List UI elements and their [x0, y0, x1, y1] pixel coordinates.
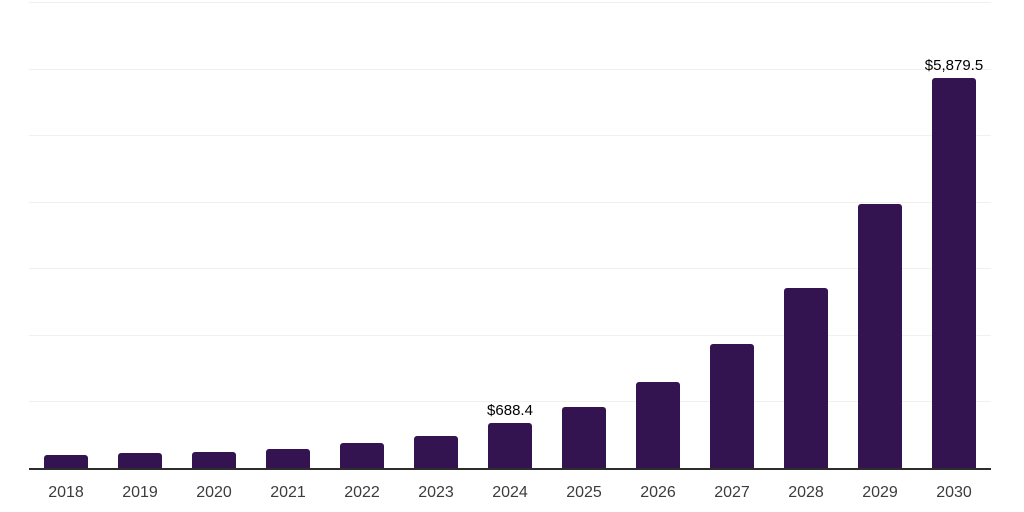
x-tick-2024: 2024 — [492, 484, 528, 501]
gridline-1000 — [29, 401, 991, 403]
bar-2025[interactable] — [562, 407, 606, 469]
x-tick-2020: 2020 — [196, 484, 232, 501]
bar-2023[interactable] — [414, 436, 458, 469]
bar-2027[interactable] — [710, 343, 754, 469]
bar-group-2020 — [177, 3, 251, 469]
bar-2021[interactable] — [266, 449, 310, 469]
bar-2028[interactable] — [784, 288, 828, 469]
x-tick-2018: 2018 — [48, 484, 84, 501]
bar-2030[interactable] — [932, 77, 976, 469]
x-axis-line — [29, 468, 991, 470]
bar-series: $688.4 $5,879.5 — [29, 3, 991, 469]
bar-group-2028 — [769, 3, 843, 469]
x-tick-2028: 2028 — [788, 484, 824, 501]
bar-2029[interactable] — [858, 203, 902, 469]
x-tick-2022: 2022 — [344, 484, 380, 501]
gridline-4000 — [29, 201, 991, 203]
x-tick-2026: 2026 — [640, 484, 676, 501]
bar-group-2018 — [29, 3, 103, 469]
x-tick-2021: 2021 — [270, 484, 306, 501]
x-tick-2027: 2027 — [714, 484, 750, 501]
bar-group-2025 — [547, 3, 621, 469]
bar-2022[interactable] — [340, 443, 384, 469]
bar-2020[interactable] — [192, 451, 236, 469]
bar-group-2021 — [251, 3, 325, 469]
gridline-7000 — [29, 2, 991, 3]
bar-2024[interactable] — [488, 423, 532, 469]
x-tick-2025: 2025 — [566, 484, 602, 501]
bar-group-2029 — [843, 3, 917, 469]
bar-group-2027 — [695, 3, 769, 469]
x-axis-labels: 2018 2019 2020 2021 2022 2023 2024 2025 2026 2027… — [29, 484, 991, 502]
bar-group-2030: $5,879.5 — [917, 3, 991, 469]
bar-group-2019 — [103, 3, 177, 469]
bar-group-2022 — [325, 3, 399, 469]
gridline-6000 — [29, 68, 991, 70]
bar-group-2026 — [621, 3, 695, 469]
x-tick-2023: 2023 — [418, 484, 454, 501]
x-tick-2030: 2030 — [936, 484, 972, 501]
bar-2026[interactable] — [636, 381, 680, 469]
bar-2019[interactable] — [118, 452, 162, 469]
data-label-2030: $5,879.5 — [924, 56, 984, 74]
bar-group-2024: $688.4 — [473, 3, 547, 469]
gridline-3000 — [29, 268, 991, 270]
data-label-2024: $688.4 — [487, 402, 533, 420]
bar-group-2023 — [399, 3, 473, 469]
gridline-5000 — [29, 135, 991, 137]
bar-2018[interactable] — [44, 455, 88, 469]
x-tick-2019: 2019 — [122, 484, 158, 501]
gridline-2000 — [29, 334, 991, 336]
x-tick-2029: 2029 — [862, 484, 898, 501]
plot-area: $688.4 $5,879.5 — [29, 2, 991, 470]
